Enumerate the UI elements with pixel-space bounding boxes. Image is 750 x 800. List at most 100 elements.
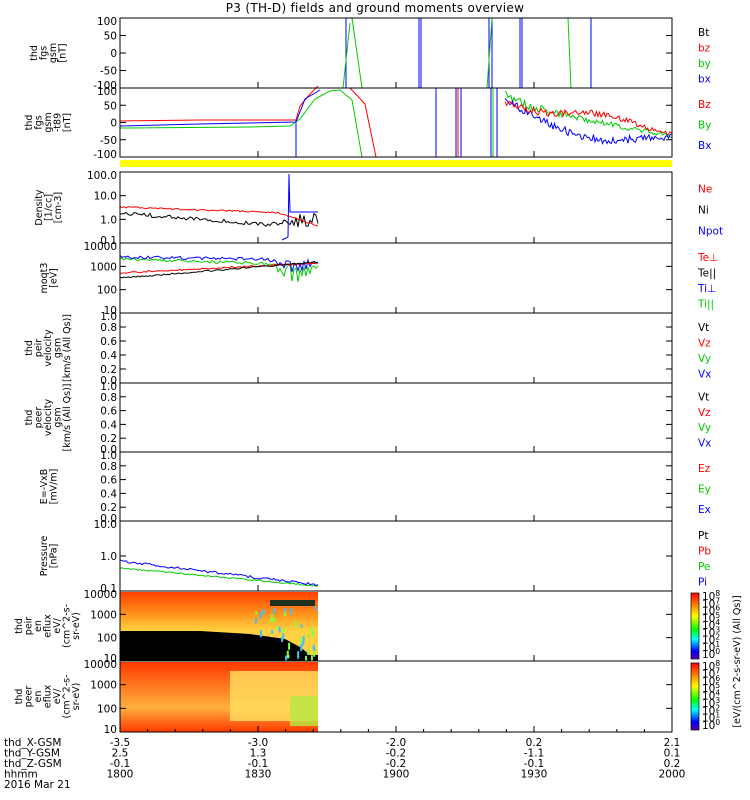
- by-trace: [119, 89, 363, 158]
- xrow-value-3-1: 1830: [245, 769, 272, 781]
- spec-cell: [294, 620, 297, 628]
- colorbar-tick-peir_spec: 101: [702, 640, 720, 654]
- ytick-label-peer_spec: 1000: [90, 680, 117, 692]
- spec-cell: [259, 611, 262, 619]
- ylabel-line: [mV/m]: [49, 469, 60, 505]
- xrow-label-0: thd_X-GSM: [4, 737, 61, 749]
- legend-peir_vel-Vz: Vz: [698, 337, 711, 349]
- colorbar-tick-peir_spec: 104: [702, 618, 720, 632]
- colorbar-tick-peer_spec: 106: [702, 674, 720, 688]
- ytick-label-fgs_t89: -100: [93, 149, 117, 161]
- ylabel-line: [nPa]: [49, 544, 60, 569]
- legend-fgs_t89-Bz: Bz: [698, 99, 711, 111]
- ytick-label-peir_vel: 1.0: [100, 311, 117, 323]
- spec-cell: [300, 643, 303, 652]
- spec-region: [290, 696, 318, 726]
- ytick-label-efield: 0.0: [100, 513, 117, 525]
- spec-cell: [284, 611, 287, 617]
- colorbar-tick-peir_spec: 102: [702, 633, 720, 647]
- xrow-value-2-1: -0.1: [248, 758, 269, 770]
- ytick-label-temp: 100: [97, 285, 117, 297]
- xrow-value-0-1: -3.0: [248, 737, 269, 749]
- xrow-label-2: thd_Z-GSM: [4, 758, 62, 770]
- yellow-strip: [120, 160, 672, 167]
- ytick-label-efield: 0.2: [100, 502, 117, 514]
- legend-pressure-Pb: Pb: [698, 545, 711, 557]
- ytick-label-temp: 1000: [90, 261, 117, 273]
- xrow-value-1-1: 1.3: [250, 748, 267, 760]
- ytick-label-fgs_t89: -50: [100, 135, 117, 147]
- ytick-label-peir_spec: 10: [104, 653, 117, 665]
- xrow-value-0-4: 2.1: [664, 737, 681, 749]
- spec-cell: [314, 606, 317, 610]
- ylabel-temp: moqt3[eV]: [39, 263, 60, 294]
- panel-frame-efield: [119, 451, 673, 522]
- spec-cell: [259, 630, 262, 638]
- panel-frame-density: [119, 171, 673, 244]
- te-par-trace: [119, 261, 319, 279]
- pressure-traces: [119, 559, 319, 587]
- ytick-label-fgs: -50: [100, 66, 117, 78]
- legend-efield-Ez: Ez: [698, 463, 711, 475]
- ylabel-density: Density[1/cc][cm-3]: [34, 189, 64, 225]
- legend-fgs_t89-Bx: Bx: [698, 140, 711, 152]
- ytick-label-peer_vel: 0.2: [100, 433, 117, 445]
- ytick-label-peer_vel: 0.0: [100, 444, 117, 456]
- ylabel-line: velocity: [43, 329, 54, 367]
- spec-cell: [273, 608, 276, 615]
- date-label: 2016 Mar 21: [4, 779, 71, 791]
- colorbar-tick-peer_spec: 107: [702, 666, 720, 680]
- ytick-label-temp: 10000: [84, 241, 117, 253]
- ytick-label-peer_spec: 100: [97, 703, 117, 715]
- npot-trace: [281, 173, 318, 241]
- ylabel-line: peer: [24, 686, 35, 708]
- spec-cell: [282, 628, 285, 632]
- ytick-label-fgs: 50: [104, 31, 117, 43]
- ylabel-line: eV/: [52, 617, 63, 633]
- peer-spectrogram: [120, 662, 318, 732]
- ti-par-trace: [119, 257, 319, 282]
- legend-peer_vel-Vy: Vy: [698, 422, 711, 434]
- panel-frame-peir_vel: [119, 312, 673, 384]
- pe-trace: [119, 567, 319, 587]
- temp-traces: [119, 255, 319, 282]
- ylabel-line: peir: [34, 339, 45, 358]
- legend-fgs-bx: bx: [698, 73, 711, 85]
- ytick-label-density: 0.1: [100, 235, 117, 247]
- spec-cell: [255, 617, 258, 624]
- spec-cell: [281, 636, 284, 642]
- colorbar-peir_spec: [690, 592, 700, 660]
- ylabel-line: fgs: [39, 46, 50, 60]
- colorbar-tick-peir_spec: 100: [702, 647, 720, 661]
- ylabel-line: gsm: [53, 407, 64, 427]
- ytick-label-pressure: 0.1: [100, 583, 117, 595]
- ylabel-line: [nT]: [62, 113, 73, 132]
- legend-temp-Te⊥: Te⊥: [697, 252, 718, 264]
- spec-low-region: [120, 631, 318, 661]
- spec-cell: [307, 634, 310, 638]
- panel-frame-temp: [119, 242, 673, 314]
- ylabel-line: E=-VxB: [39, 469, 50, 504]
- ylabel-line: [eV]: [49, 268, 60, 288]
- ylabel-line: thd: [14, 618, 25, 634]
- xrow-value-1-3: -1.1: [524, 748, 545, 760]
- ylabel-line: Density: [34, 189, 45, 225]
- ytick-label-density: 100.0: [87, 170, 117, 182]
- xrow-value-2-3: -0.1: [524, 758, 545, 770]
- xrow-value-2-2: -0.2: [386, 758, 407, 770]
- colorbar-label: [eV/(cm^2-s-sr-eV) (All Qs)]: [732, 595, 743, 727]
- spec-cell: [310, 655, 313, 662]
- ytick-label-pressure: 10.0: [94, 519, 117, 531]
- ylabel-line: thd: [24, 340, 35, 356]
- ylabel-line: [nT]: [58, 43, 69, 62]
- spec-cell: [283, 608, 286, 614]
- ylabel-line: sr-eV): [71, 612, 82, 640]
- colorbar-tick-peer_spec: 108: [702, 659, 720, 673]
- ylabel-line: eV/: [52, 688, 63, 704]
- fgs-by-trace: [486, 17, 493, 89]
- colorbar-tick-peer_spec: 105: [702, 681, 720, 695]
- colorbar-tick-peir_spec: 105: [702, 611, 720, 625]
- xrow-value-3-3: 1930: [521, 769, 548, 781]
- bz-trace: [504, 100, 672, 135]
